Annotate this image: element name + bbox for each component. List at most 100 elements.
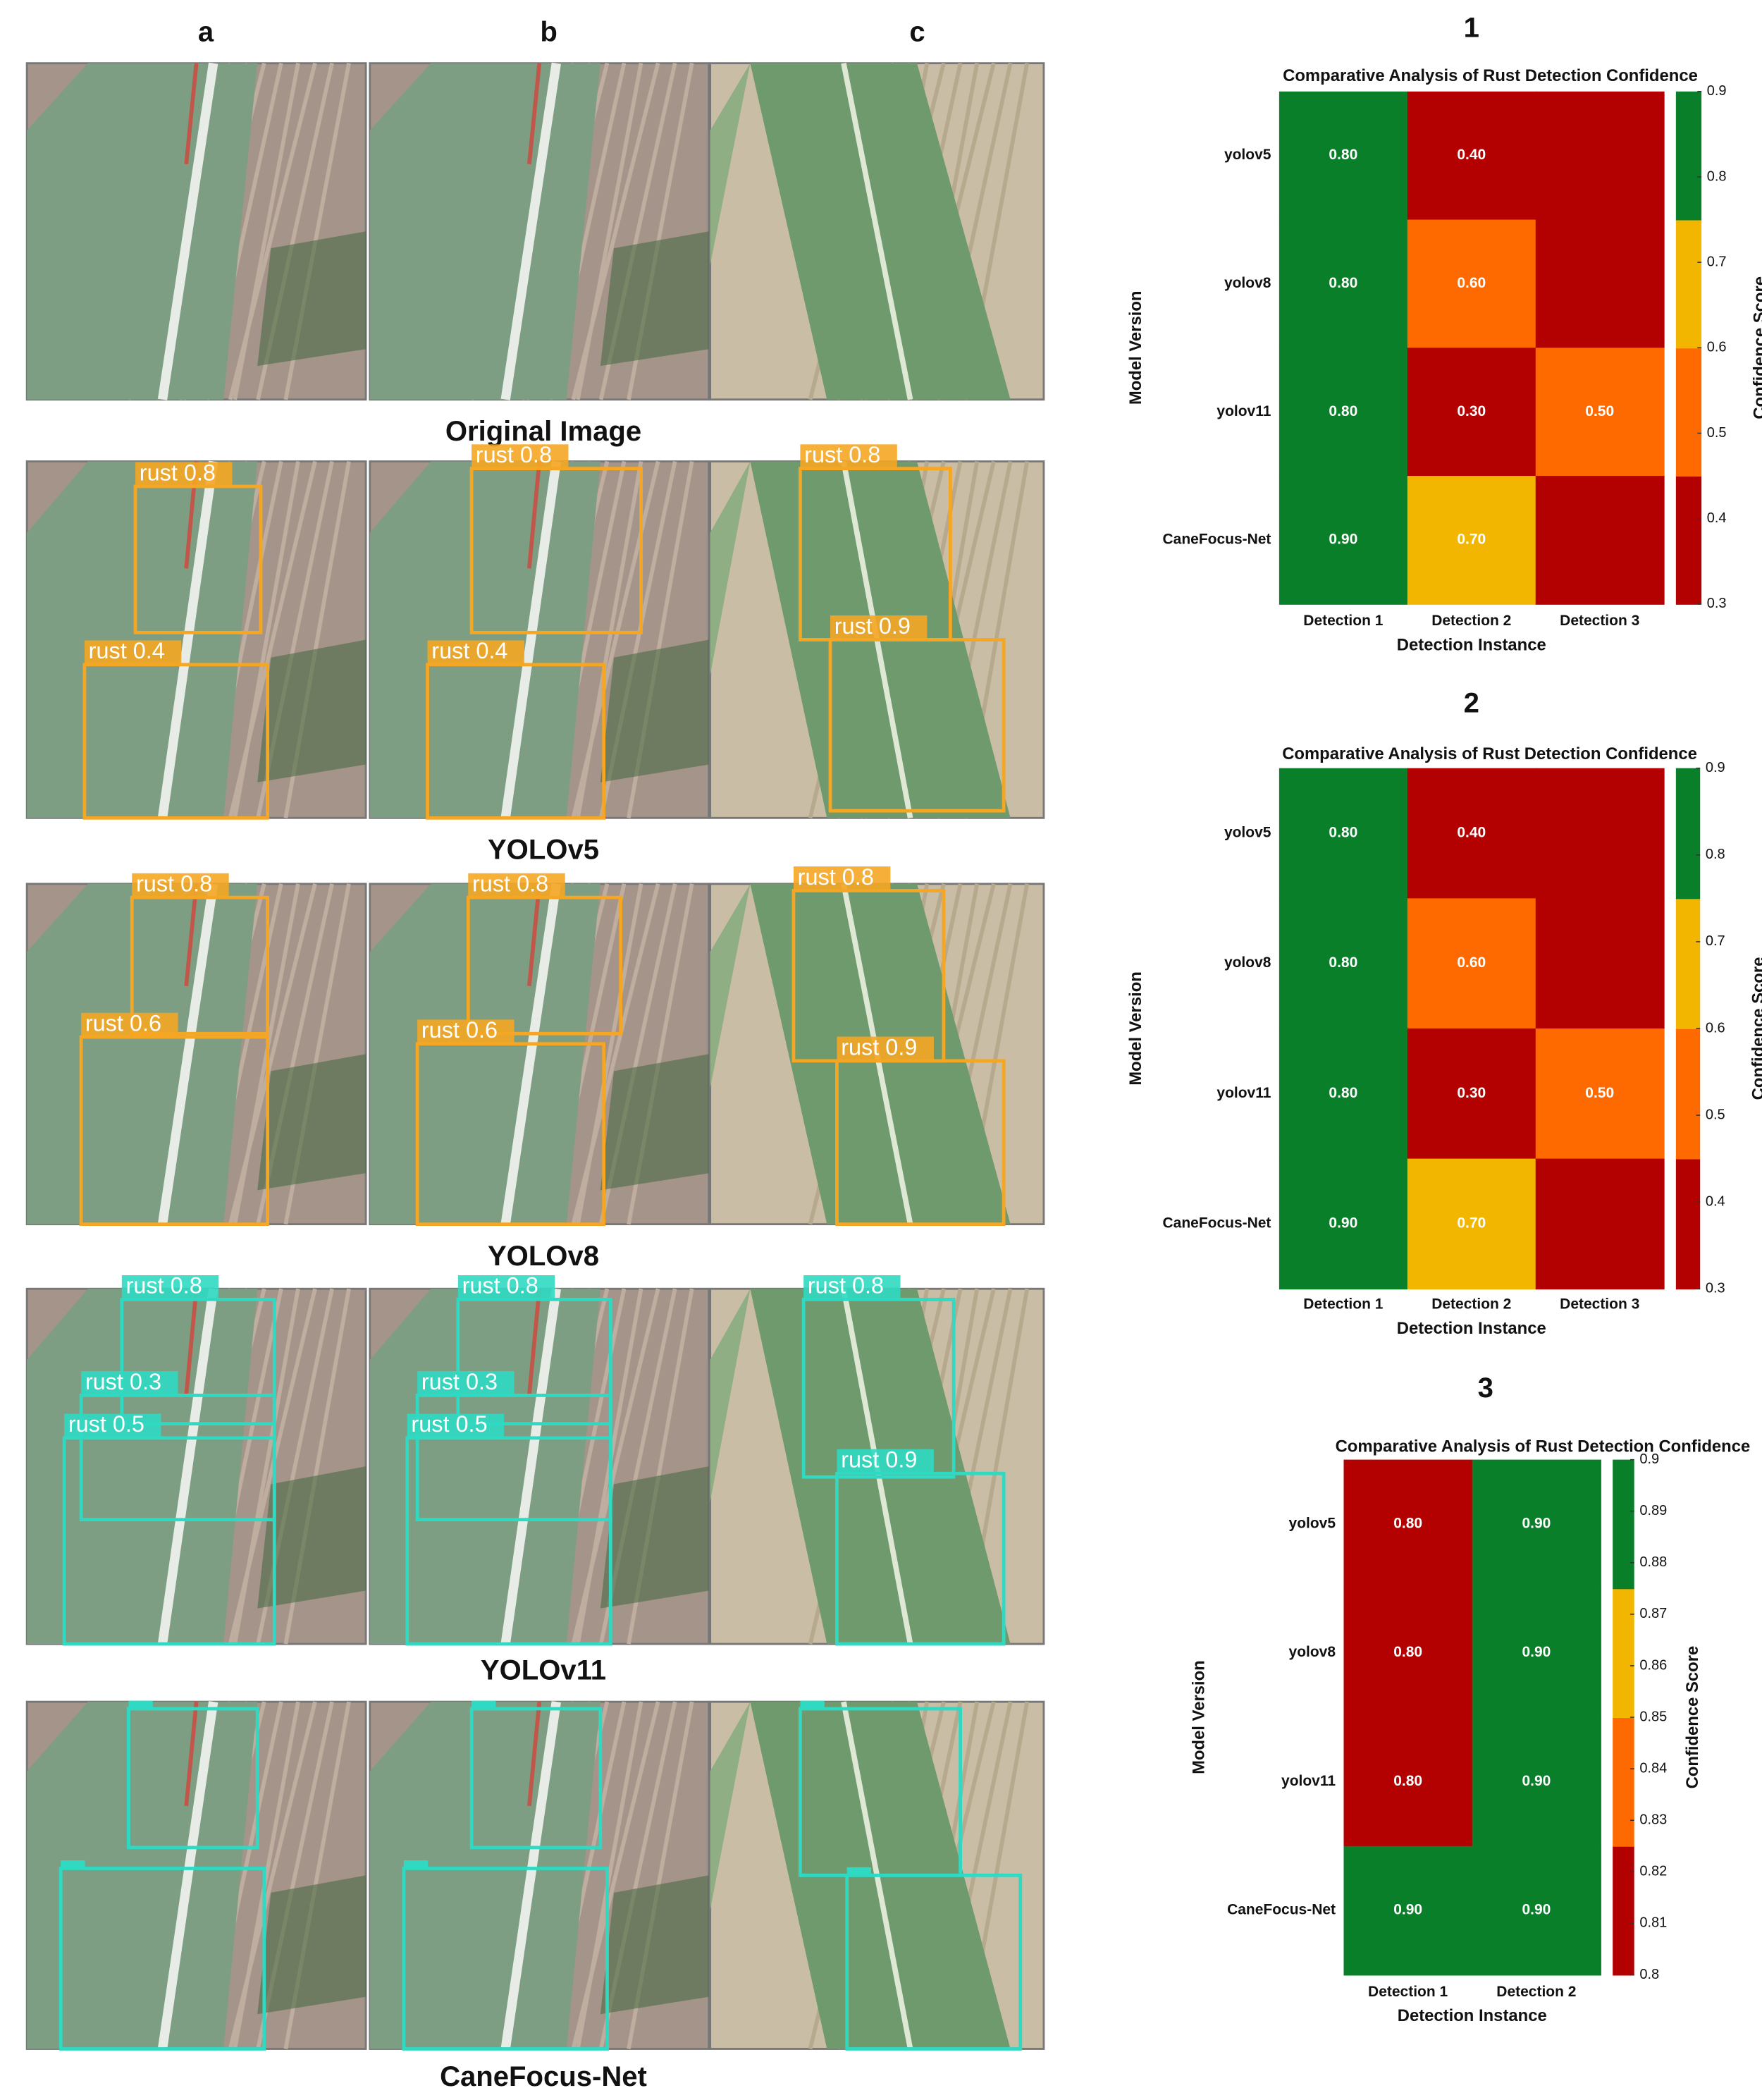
photo-leaf — [369, 1289, 600, 1645]
y-tick-label: yolov8 — [1224, 954, 1271, 971]
row-label: CaneFocus-Net — [440, 2061, 647, 2092]
photo — [25, 883, 367, 1226]
cell-label: 0.80 — [1393, 1516, 1422, 1532]
heatmap-cell — [1472, 1846, 1601, 1976]
photo-green — [257, 639, 366, 782]
colorbar-tick-label: 0.7 — [1706, 933, 1725, 949]
photo-midrib — [157, 460, 218, 819]
x-tick-label: Detection 3 — [1560, 613, 1639, 629]
colorbar-tick-label: 0.5 — [1706, 1107, 1725, 1122]
detection-label: rust 0.8 — [476, 442, 552, 467]
colorbar-label: Confidence Score — [1749, 957, 1762, 1100]
detection-label-bg — [846, 1867, 872, 1876]
cell-label: 0.80 — [1393, 1644, 1422, 1660]
photo-midrib — [841, 62, 913, 400]
heatmap-cell — [1535, 91, 1665, 221]
detection-label: rust 0.8 — [808, 1273, 884, 1298]
x-tick-label: Detection 3 — [1560, 1296, 1639, 1313]
detection-label: rust 0.8 — [136, 871, 212, 897]
photo-green — [600, 1875, 709, 2015]
cell-label: 0.80 — [1329, 275, 1357, 291]
cell-label: 0.80 — [1329, 825, 1357, 841]
cell-label: 0.40 — [1457, 147, 1486, 163]
colorbar-tick-label: 0.8 — [1707, 168, 1727, 184]
cell-label: 0.90 — [1393, 1902, 1422, 1918]
panel-number: 2 — [1464, 688, 1479, 719]
x-tick-label: Detection 1 — [1303, 1296, 1383, 1313]
detection-box — [845, 1873, 1023, 2051]
photo-rust-streak — [184, 883, 199, 986]
heatmap-cell — [1279, 1158, 1408, 1290]
heatmap-cell — [1472, 1588, 1601, 1719]
cell-label: 0.40 — [1457, 825, 1486, 841]
y-tick-label: yolov11 — [1216, 403, 1271, 419]
photo-straw — [571, 62, 660, 400]
colorbar-tick-label: 0.87 — [1639, 1606, 1667, 1621]
colorbar-tick-label: 0.84 — [1639, 1760, 1667, 1776]
photo-rust-streak — [184, 63, 199, 165]
cell-label: 0.80 — [1393, 1773, 1422, 1789]
photo — [369, 460, 710, 819]
heatmap-cell — [1535, 219, 1665, 349]
heatmap-cell — [1279, 768, 1408, 899]
detection-label-bg — [800, 1700, 825, 1709]
photo-rust-streak — [526, 883, 542, 986]
cell-label: 0.90 — [1522, 1644, 1551, 1660]
heatmap-cell — [1535, 768, 1665, 899]
y-tick-label: CaneFocus-Net — [1163, 1215, 1271, 1231]
detection-label-bg — [403, 1860, 429, 1869]
colorbar-segment — [1613, 1717, 1634, 1847]
photo — [25, 1287, 367, 1645]
detection-label-bg — [132, 873, 229, 898]
photo-straw — [228, 1288, 317, 1645]
detection-label: rust 0.6 — [421, 1017, 498, 1043]
photo-rust-streak — [184, 1701, 199, 1807]
photo-leaf — [369, 63, 600, 400]
heatmap-cell — [1279, 1028, 1408, 1160]
colorbar-segment — [1675, 1028, 1701, 1160]
detection-box — [469, 1707, 603, 1850]
y-axis-label: Model Version — [1190, 1660, 1209, 1774]
detection-label: rust 0.5 — [68, 1411, 144, 1437]
photo — [369, 1700, 710, 2050]
cell-label: 0.90 — [1522, 1516, 1551, 1532]
detection-label-bg — [81, 1371, 178, 1396]
detection-label: rust 0.6 — [85, 1010, 161, 1036]
colorbar-tick-label: 0.9 — [1706, 760, 1725, 775]
colorbar-segment — [1675, 348, 1702, 477]
detection-label-bg — [135, 462, 233, 486]
colorbar-segment — [1675, 219, 1702, 349]
x-axis-label: Detection Instance — [1397, 635, 1546, 654]
colorbar-tick-label: 0.7 — [1707, 254, 1727, 269]
detection-label: rust 0.9 — [841, 1447, 917, 1473]
y-tick-label: CaneFocus-Net — [1163, 532, 1271, 548]
photo-midrib — [500, 1288, 561, 1645]
x-tick-label: Detection 1 — [1303, 613, 1383, 629]
photo-midrib — [157, 1701, 218, 2050]
colorbar-tick-label: 0.8 — [1639, 1967, 1659, 1982]
column-label: b — [540, 16, 557, 47]
photo — [369, 62, 710, 401]
photo-straw — [228, 883, 317, 1225]
row-label: Original Image — [445, 416, 641, 447]
detection-label: rust 0.9 — [834, 613, 911, 639]
row-label: YOLOv11 — [481, 1655, 606, 1686]
colorbar-tick-label: 0.81 — [1639, 1915, 1667, 1931]
cell-label: 0.60 — [1457, 275, 1486, 291]
detection-label: rust 0.9 — [841, 1034, 917, 1060]
column-label: a — [198, 16, 214, 47]
heatmap-cell — [1407, 219, 1536, 349]
detection-label: rust 0.8 — [140, 460, 216, 485]
row-label: YOLOv5 — [488, 835, 599, 866]
heatmap-cell — [1407, 348, 1536, 477]
heatmap-cell — [1343, 1588, 1473, 1719]
detection-label: rust 0.8 — [804, 442, 880, 467]
photo-midrib — [157, 62, 218, 400]
photo — [25, 460, 367, 819]
detection-box — [58, 1867, 266, 2051]
photo-green — [600, 1466, 709, 1609]
cell-label: 0.90 — [1522, 1902, 1551, 1918]
colorbar-tick-label: 0.85 — [1639, 1709, 1667, 1724]
cell-label: 0.80 — [1329, 1085, 1357, 1101]
cell-label: 0.80 — [1329, 954, 1357, 971]
